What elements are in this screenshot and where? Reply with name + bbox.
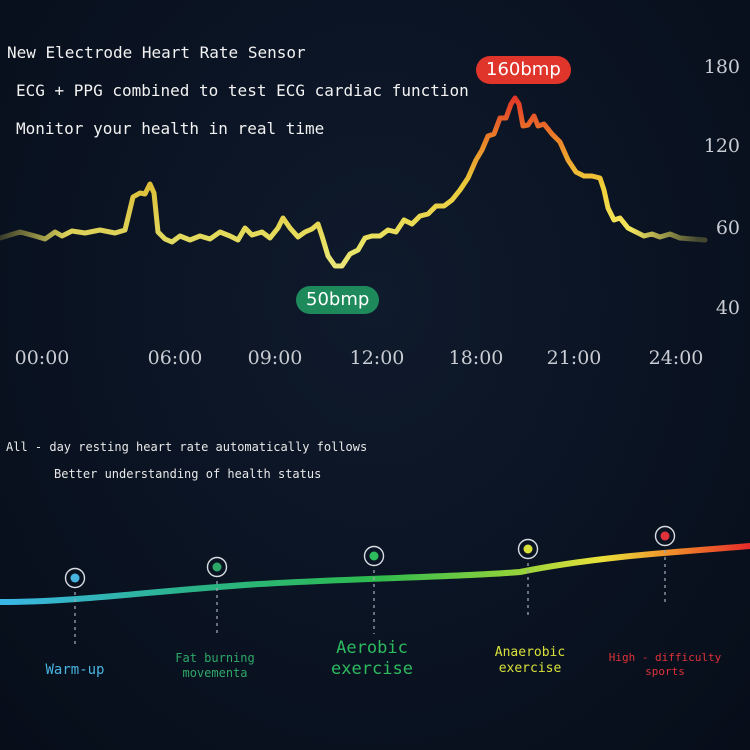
zone-marker-dot: [212, 562, 222, 572]
x-tick-label: 09:00: [247, 347, 303, 369]
zone-marker-dot: [369, 551, 379, 561]
y-tick-label: 60: [715, 217, 740, 239]
y-tick-label: 180: [703, 56, 740, 78]
x-tick-label: 00:00: [14, 347, 70, 369]
max-heart-rate-badge: 160bmp: [476, 56, 571, 84]
zone-label: Aerobic exercise: [331, 638, 413, 680]
x-tick-label: 24:00: [648, 347, 704, 369]
feature-line-monitor: Monitor your health in real time: [16, 119, 325, 138]
intensity-curve: [0, 543, 750, 605]
zone-marker-dot: [70, 573, 80, 583]
zone-label: Anaerobic exercise: [494, 645, 566, 677]
zone-marker-dot: [523, 544, 533, 554]
x-tick-label: 18:00: [448, 347, 504, 369]
headline: New Electrode Heart Rate Sensor: [7, 43, 306, 62]
zone-marker-ring: [654, 525, 676, 547]
zone-marker-ring: [64, 567, 86, 589]
heart-rate-line: [0, 95, 708, 269]
x-tick-label: 12:00: [349, 347, 405, 369]
zone-label: Warm-up: [45, 662, 105, 678]
zone-marker-ring: [363, 545, 385, 567]
health-status-caption: Better understanding of health status: [54, 467, 322, 481]
resting-rate-caption: All - day resting heart rate automatical…: [6, 440, 368, 454]
zone-label: High - difficulty sports: [608, 651, 722, 678]
zone-label: Fat burning movementa: [175, 651, 255, 680]
y-tick-label: 40: [715, 297, 740, 319]
zone-marker-ring: [517, 538, 539, 560]
x-tick-label: 06:00: [147, 347, 203, 369]
feature-line-ecg: ECG + PPG combined to test ECG cardiac f…: [16, 81, 469, 100]
zone-marker-dot: [660, 531, 670, 541]
y-tick-label: 120: [703, 135, 740, 157]
min-heart-rate-badge: 50bmp: [296, 286, 380, 314]
x-tick-label: 21:00: [546, 347, 602, 369]
zone-marker-ring: [206, 556, 228, 578]
